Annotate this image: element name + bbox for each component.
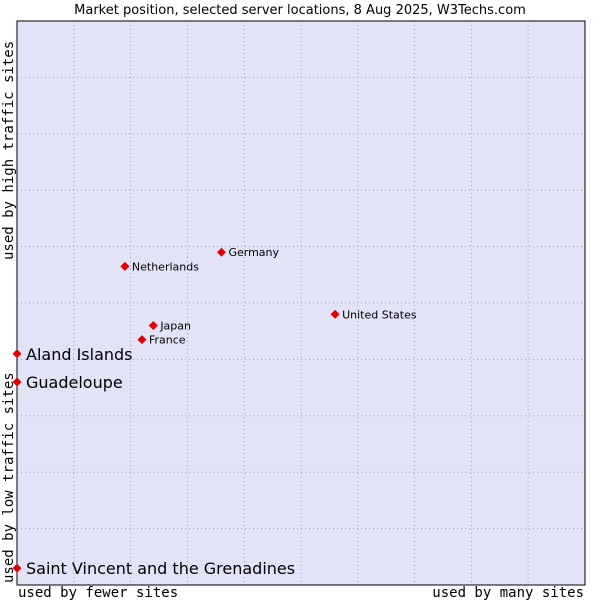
point-label-japan: Japan	[159, 320, 191, 333]
data-point-germany	[216, 247, 226, 257]
data-point-aland-islands	[12, 349, 22, 359]
grid-lines	[17, 21, 585, 585]
data-point-france	[137, 335, 147, 345]
point-label-saint-vincent-and-the-grenadines: Saint Vincent and the Grenadines	[26, 559, 295, 578]
point-label-aland-islands: Aland Islands	[26, 345, 133, 364]
y-axis-label-bottom: used by low traffic sites	[1, 372, 17, 583]
data-point-guadeloupe	[12, 377, 22, 387]
point-label-guadeloupe: Guadeloupe	[26, 373, 123, 392]
chart-title: Market position, selected server locatio…	[74, 3, 526, 18]
data-points: Germany Netherlands United States JapanFran…	[12, 246, 417, 578]
point-label-netherlands: Netherlands	[132, 260, 199, 273]
data-point-saint-vincent-and-the-grenadines	[12, 563, 22, 573]
point-label-france: France	[149, 334, 186, 347]
data-point-netherlands	[120, 261, 130, 271]
plot-frame	[16, 20, 586, 586]
x-axis-label-left: used by fewer sites	[18, 585, 178, 600]
data-point-japan	[148, 321, 158, 331]
point-label-united-states: United States	[342, 308, 417, 321]
point-label-germany: Germany	[228, 246, 279, 259]
y-axis-label-top: used by high traffic sites	[1, 41, 17, 260]
data-point-united-states	[330, 309, 340, 319]
x-axis-label-right: used by many sites	[432, 585, 584, 600]
